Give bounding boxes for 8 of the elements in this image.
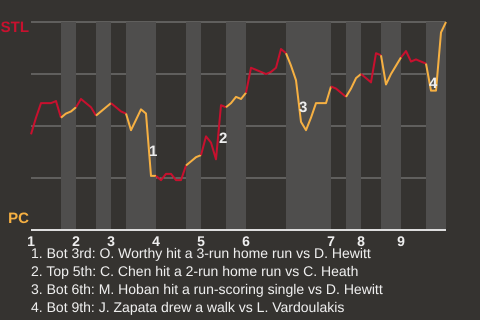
text: 3. Bot 6th: M. Hoban hit a run-scoring single vs D. Hewitt [31, 280, 383, 298]
x-tick-label: 9 [397, 233, 406, 249]
annotation: 1 [149, 143, 158, 161]
text: STL [0, 19, 29, 37]
text: 4. Bot 9th: J. Zapata drew a walk vs L. Vardoulakis [31, 298, 346, 316]
text: 2. Top 5th: C. Chen hit a 2-run home run vs C. Heath [31, 262, 360, 280]
annotation: 2 [219, 130, 228, 148]
text: PC [8, 210, 29, 228]
